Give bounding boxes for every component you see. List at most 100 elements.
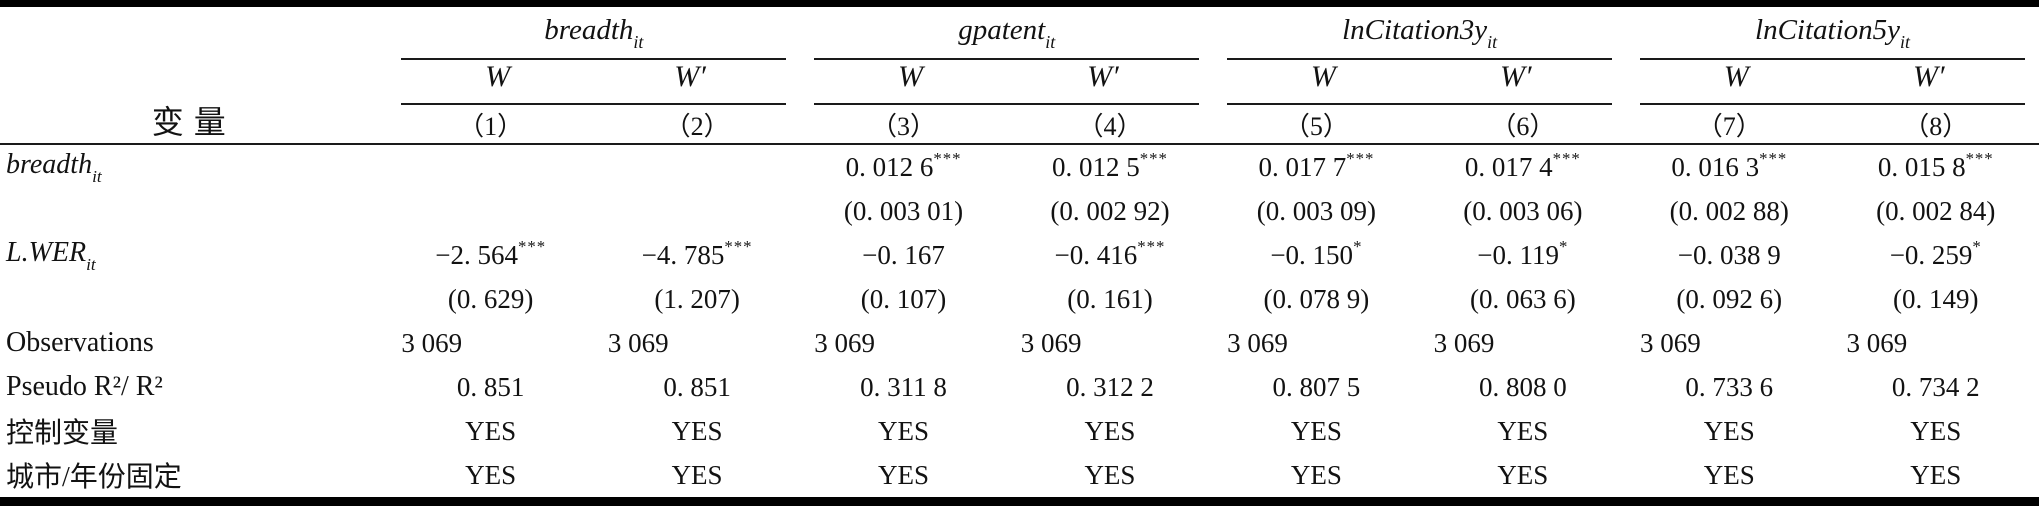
column-number: （7） (1696, 111, 1762, 141)
value-cell (594, 145, 800, 189)
significance-stars: *** (933, 149, 962, 168)
value-cell: (0. 003 09) (1256, 195, 1376, 226)
value-cell: (0. 002 92) (1050, 195, 1170, 226)
row-label: Observations (0, 321, 387, 365)
row-label-column-header: 变量 (0, 7, 388, 145)
regression-table: 变量 breadthit gpatentit lnCitation3yit lnCit… (0, 7, 2039, 497)
value-cell: 0. 012 6*** (845, 149, 962, 182)
significance-stars: *** (517, 237, 547, 256)
value-cell: −0. 150* (1270, 237, 1363, 270)
table-row: Observations 3 069 3 069 3 069 3 069 3 069 3 0… (0, 321, 2039, 365)
significance-stars: *** (1552, 149, 1581, 168)
value-cell: 0. 734 2 (1891, 371, 1980, 402)
column-number: （4） (1077, 111, 1143, 141)
column-number-cells: （5） （6） (1213, 105, 1627, 145)
column-number: （8） (1903, 111, 1969, 141)
row-label (0, 189, 387, 233)
column-number: （2） (664, 111, 730, 141)
value-cell: YES (1497, 459, 1549, 490)
value-cell: 0. 016 3*** (1671, 149, 1788, 182)
value-cell: −4. 785*** (641, 237, 753, 270)
value-cell: (1. 207) (654, 283, 740, 314)
column-number: （3） (871, 111, 937, 141)
value-cell: (0. 107) (860, 283, 947, 314)
value-cell: 0. 312 2 (1066, 371, 1154, 402)
value-cell: 3 069 (1020, 327, 1082, 358)
value-cell: (0. 063 6) (1469, 283, 1576, 314)
value-cell: 0. 017 7*** (1258, 149, 1375, 182)
column-group-header: gpatentit (800, 7, 1213, 60)
table-row: L.WERit −2. 564*** −4. 785*** −0. 167 −0. 41… (0, 233, 2039, 277)
variable-name: lnCitation5yit (1755, 14, 1911, 52)
value-cell: 3 069 (401, 327, 463, 358)
value-cell: 0. 733 6 (1685, 371, 1774, 402)
value-cell: −2. 564*** (435, 237, 547, 270)
row-label: 城市/年份固定 (0, 453, 387, 497)
table-header: 变量 breadthit gpatentit lnCitation3yit lnCit… (0, 7, 2039, 145)
value-cell: YES (465, 459, 517, 490)
value-cell (387, 145, 593, 189)
value-cell: (0. 003 01) (843, 195, 964, 226)
weight-matrix-label: W (898, 60, 924, 93)
table-row: (0. 003 01) (0. 002 92) (0. 003 09) (0. 003… (0, 189, 2039, 233)
column-number-cells: （7） （8） (1626, 105, 2039, 145)
column-number: （5） (1283, 111, 1349, 141)
value-cell: 0. 012 5*** (1052, 149, 1168, 182)
value-cell: YES (1290, 415, 1342, 446)
variable-name: gpatentit (958, 14, 1056, 52)
weight-matrix-subheaders: W W′ (1626, 60, 2039, 105)
value-cell: 0. 015 8*** (1877, 149, 1994, 182)
value-cell: −0. 416*** (1054, 237, 1166, 270)
significance-stars: * (1972, 237, 1982, 256)
value-cell: 0. 807 5 (1272, 371, 1361, 402)
value-cell: (0. 629) (447, 283, 534, 314)
column-group-header: breadthit (387, 7, 800, 60)
variable-name: 控制变量 (6, 418, 119, 449)
significance-stars: *** (1346, 149, 1375, 168)
value-cell: YES (1290, 459, 1342, 490)
variable-name: Observations (6, 327, 154, 358)
significance-stars: * (1559, 237, 1569, 256)
value-cell: (0. 149) (1893, 283, 1979, 314)
row-label: Pseudo R²/ R² (0, 365, 387, 409)
value-cell: 0. 851 (663, 371, 731, 402)
value-cell: YES (671, 415, 723, 446)
column-number-row: （1） （2） （3） （4） （5） （6） （7） （8） (0, 105, 2039, 145)
variable-name: L.WERit (6, 237, 96, 274)
weight-matrix-label: W (1723, 60, 1749, 93)
value-cell: YES (1703, 459, 1755, 490)
row-label: L.WERit (0, 233, 387, 277)
group-header-row: 变量 breadthit gpatentit lnCitation3yit lnCit… (0, 7, 2039, 145)
table-row: 城市/年份固定 YES YES YES YES YES YES YES YES (0, 453, 2039, 497)
value-cell: −0. 038 9 (1677, 239, 1781, 270)
value-cell: −0. 119* (1477, 237, 1569, 270)
significance-stars: *** (1965, 149, 1994, 168)
table-body: breadthit 0. 012 6*** 0. 012 5*** 0. 017 7*… (0, 145, 2039, 497)
value-cell: (0. 092 6) (1676, 283, 1783, 314)
significance-stars: *** (1137, 237, 1166, 256)
value-cell: (0. 003 06) (1463, 195, 1583, 226)
table-row: Pseudo R²/ R² 0. 851 0. 851 0. 311 8 0. 312 … (0, 365, 2039, 409)
column-number: （1） (458, 111, 524, 141)
significance-stars: *** (1759, 149, 1788, 168)
value-cell: YES (1497, 415, 1549, 446)
table-row: (0. 629) (1. 207) (0. 107) (0. 161) (0. 078 … (0, 277, 2039, 321)
value-cell: (0. 078 9) (1263, 283, 1370, 314)
weight-matrix-label: W (485, 60, 511, 93)
row-label: 控制变量 (0, 409, 387, 453)
value-cell: YES (465, 415, 517, 446)
significance-stars: * (1353, 237, 1363, 256)
column-group-header: lnCitation3yit (1213, 7, 1626, 60)
value-cell: YES (1910, 415, 1962, 446)
table-row: breadthit 0. 012 6*** 0. 012 5*** 0. 017 7*… (0, 145, 2039, 189)
weight-matrix-subheaders: W W′ (1213, 60, 1626, 105)
significance-stars: *** (1139, 149, 1168, 168)
value-cell: −0. 167 (862, 239, 945, 270)
value-cell: 3 069 (607, 327, 669, 358)
column-group-header: lnCitation5yit (1626, 7, 2039, 60)
variable-name: lnCitation3yit (1342, 14, 1498, 52)
value-cell: 3 069 (1433, 327, 1495, 358)
value-cell: (0. 002 84) (1876, 195, 1996, 226)
value-cell (387, 189, 593, 233)
